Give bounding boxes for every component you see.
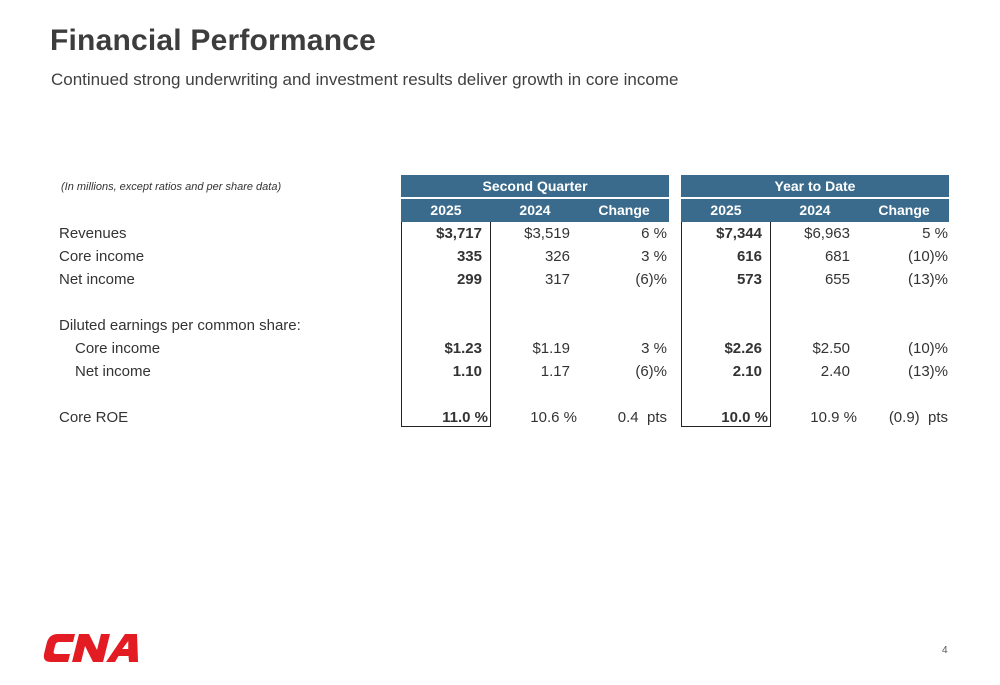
row-label: Net income	[75, 363, 151, 380]
cell-q2-2025: $1.23	[444, 340, 482, 357]
cell-q2-2024: 10.6 %	[530, 409, 577, 426]
table-row-core-roe: Core ROE 11.0 % 10.6 % 0.4 pts 10.0 % 10…	[0, 407, 1000, 429]
page-subtitle: Continued strong underwriting and invest…	[51, 70, 679, 89]
cell-ytd-2024: 681	[824, 248, 850, 265]
cell-q2-2025: 335	[456, 248, 482, 265]
cell-q2-2025: 11.0 %	[442, 409, 488, 426]
cell-q2-2025: $3,717	[436, 225, 482, 242]
cell-q2-change: (6)%	[635, 271, 667, 288]
row-label: Net income	[59, 271, 135, 288]
cell-ytd-2025: 573	[736, 271, 762, 288]
cell-q2-2025: 299	[456, 271, 482, 288]
column-header-2024: 2024	[519, 202, 551, 218]
table-row-eps-core-income: Core income $1.23 $1.19 3 % $2.26 $2.50 …	[0, 338, 1000, 360]
table-note: (In millions, except ratios and per shar…	[61, 181, 282, 193]
section-label: Diluted earnings per common share:	[59, 317, 301, 334]
cell-ytd-change: (13)%	[907, 271, 948, 288]
cell-q2-change: (6)%	[635, 363, 667, 380]
cell-ytd-2024: 2.40	[820, 363, 850, 380]
cell-q2-2024: 1.17	[540, 363, 570, 380]
column-header-row-year-to-date: 2025 2024 Change	[681, 199, 949, 222]
cell-q2-change: 0.4 pts	[617, 409, 667, 426]
cell-ytd-2024: $6,963	[804, 225, 850, 242]
page-number: 4	[942, 645, 948, 656]
highlight-box-year-to-date-2025	[681, 222, 771, 427]
column-header-2024: 2024	[799, 202, 831, 218]
cell-ytd-2025: 2.10	[732, 363, 762, 380]
column-header-2025: 2025	[710, 202, 742, 218]
column-header-change: Change	[598, 202, 650, 218]
highlight-box-second-quarter-2025	[401, 222, 491, 427]
cell-q2-2024: 326	[544, 248, 570, 265]
cell-ytd-change: (13)%	[907, 363, 948, 380]
group-header-year-to-date: Year to Date	[681, 175, 949, 197]
cell-ytd-change: (10)%	[907, 248, 948, 265]
column-header-change: Change	[878, 202, 930, 218]
table-row-eps-net-income: Net income 1.10 1.17 (6)% 2.10 2.40 (13)…	[0, 361, 1000, 383]
column-header-row-second-quarter: 2025 2024 Change	[401, 199, 669, 222]
cell-q2-2024: $3,519	[524, 225, 570, 242]
table-row-revenues: Revenues $3,717 $3,519 6 % $7,344 $6,963…	[0, 223, 1000, 245]
cell-ytd-2025: $7,344	[716, 225, 762, 242]
table-row-core-income: Core income 335 326 3 % 616 681 (10)%	[0, 246, 1000, 268]
cell-q2-change: 3 %	[641, 248, 667, 265]
cell-ytd-2025: 616	[736, 248, 762, 265]
cell-ytd-2025: $2.26	[724, 340, 762, 357]
cna-logo	[42, 630, 146, 671]
row-label: Core income	[59, 248, 145, 265]
cell-ytd-2024: 10.9 %	[810, 409, 857, 426]
cell-ytd-2024: $2.50	[812, 340, 850, 357]
row-label: Core ROE	[59, 409, 129, 426]
page-title: Financial Performance	[50, 24, 376, 57]
row-label: Revenues	[59, 225, 127, 242]
cell-q2-2025: 1.10	[452, 363, 482, 380]
row-label: Core income	[75, 340, 161, 357]
cell-q2-2024: $1.19	[532, 340, 570, 357]
table-row-net-income: Net income 299 317 (6)% 573 655 (13)%	[0, 269, 1000, 291]
cna-logo-graphic	[43, 634, 139, 662]
cell-ytd-2025: 10.0 %	[721, 409, 768, 426]
cell-ytd-change: (10)%	[907, 340, 948, 357]
cell-ytd-change: (0.9) pts	[888, 409, 948, 426]
cell-ytd-change: 5 %	[922, 225, 948, 242]
cell-q2-2024: 317	[544, 271, 570, 288]
cell-ytd-2024: 655	[824, 271, 850, 288]
group-header-second-quarter: Second Quarter	[401, 175, 669, 197]
table-row-section-diluted-eps: Diluted earnings per common share:	[0, 315, 1000, 337]
cell-q2-change: 6 %	[641, 225, 667, 242]
column-header-2025: 2025	[430, 202, 462, 218]
cell-q2-change: 3 %	[641, 340, 667, 357]
